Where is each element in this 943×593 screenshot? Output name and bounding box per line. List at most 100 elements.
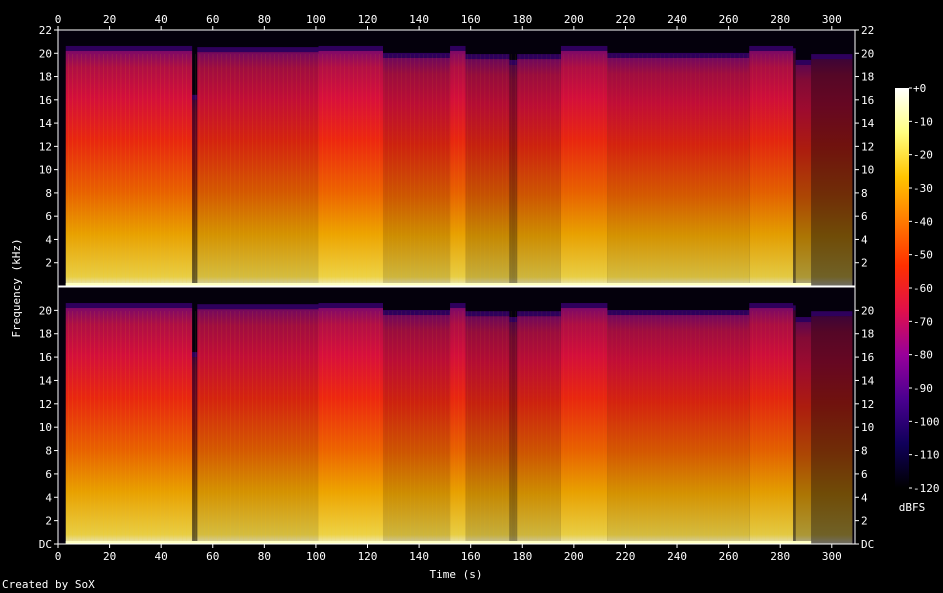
y-tick-label-right: 18 xyxy=(861,328,874,341)
y-tick-label-left: 16 xyxy=(39,351,52,364)
low-frequency-energy xyxy=(65,541,812,544)
y-tick-label-right: 2 xyxy=(861,515,868,528)
y-tick-label-left: 4 xyxy=(45,233,52,246)
colorbar-tick-label: -20 xyxy=(913,149,933,162)
y-tick-label-left: 20 xyxy=(39,304,52,317)
x-tick-label-bottom: 40 xyxy=(155,550,168,563)
spectrum-segment xyxy=(197,304,319,544)
spectrum-segment xyxy=(318,303,383,544)
y-tick-label-right: 12 xyxy=(861,140,874,153)
colorbar-tick-label: -30 xyxy=(913,182,933,195)
spectrum-segment xyxy=(749,45,794,287)
spectrum-segment xyxy=(465,311,510,544)
spectrum-segment xyxy=(382,310,451,544)
y-tick-label-right: 12 xyxy=(861,398,874,411)
y-tick-label-right: 10 xyxy=(861,164,874,177)
colorbar-tick-label: -100 xyxy=(913,415,940,428)
spectrum-segment xyxy=(192,352,198,544)
x-tick-label-top: 240 xyxy=(667,13,687,26)
y-tick-label-left: 14 xyxy=(39,117,53,130)
spectrum-segment xyxy=(382,52,451,286)
x-tick-label-top: 220 xyxy=(616,13,636,26)
spectrum-segment xyxy=(318,45,383,287)
y-tick-label-right: DC xyxy=(861,538,874,551)
created-by-credit: Created by SoX xyxy=(2,578,95,591)
y-tick-label-left: 4 xyxy=(45,491,52,504)
y-tick-label-right: 4 xyxy=(861,233,868,246)
y-tick-label-right: 16 xyxy=(861,351,874,364)
y-tick-label-left: 14 xyxy=(39,374,53,387)
spectrum-segment xyxy=(607,310,750,544)
colorbar-gradient xyxy=(895,88,909,488)
y-tick-label-left: 18 xyxy=(39,328,52,341)
colorbar-label: dBFS xyxy=(899,501,926,514)
x-tick-label-top: 20 xyxy=(103,13,116,26)
y-axis-label: Frequency (kHz) xyxy=(10,238,23,337)
x-tick-label-top: 300 xyxy=(822,13,842,26)
spectrum-segment xyxy=(192,94,198,287)
channel-2-frame xyxy=(57,286,856,545)
y-tick-label-right: 8 xyxy=(861,445,868,458)
x-tick-label-bottom: 240 xyxy=(667,550,687,563)
spectrum-segment xyxy=(749,303,794,544)
x-tick-label-top: 180 xyxy=(512,13,532,26)
y-tick-label-right: 2 xyxy=(861,257,868,270)
channel-1-spectrogram xyxy=(57,29,856,287)
y-tick-label-left: 2 xyxy=(45,257,52,270)
y-tick-label-right: 20 xyxy=(861,47,874,60)
x-tick-label-bottom: 0 xyxy=(55,550,62,563)
x-tick-label-bottom: 160 xyxy=(461,550,481,563)
y-tick-label-right: 8 xyxy=(861,187,868,200)
y-tick-label-right: 6 xyxy=(861,468,868,481)
x-tick-label-top: 200 xyxy=(564,13,584,26)
colorbar-tick-label: -50 xyxy=(913,249,933,262)
colorbar: +0 -10 -20 -30 -40 -50 -60 -70 -80 -90 -100 -110 -12… xyxy=(895,82,940,495)
y-tick-label-left: 16 xyxy=(39,94,52,107)
spectrum-segment xyxy=(65,303,193,544)
x-tick-label-top: 280 xyxy=(770,13,790,26)
channel-2-spectrogram xyxy=(57,286,856,545)
y-tick-label-left: 6 xyxy=(45,468,52,481)
spectrum-segment xyxy=(793,305,796,544)
y-tick-label-left: 6 xyxy=(45,210,52,223)
spectral-striations xyxy=(68,54,793,286)
y-tick-label-left: 20 xyxy=(39,47,52,60)
y-tick-label-right: 14 xyxy=(861,374,875,387)
colorbar-tick-label: -10 xyxy=(913,115,933,128)
y-tick-label-right: 16 xyxy=(861,94,874,107)
y-tick-label-left: 8 xyxy=(45,187,52,200)
y-tick-label-left: 10 xyxy=(39,421,52,434)
x-tick-label-top: 120 xyxy=(358,13,378,26)
colorbar-tick-label: -90 xyxy=(913,382,933,395)
spectrum-segment xyxy=(560,303,608,544)
x-tick-label-top: 100 xyxy=(306,13,326,26)
spectrum-segment xyxy=(811,54,853,286)
x-axis-label: Time (s) xyxy=(430,568,483,581)
x-tick-label-top: 260 xyxy=(719,13,739,26)
x-tick-label-top: 140 xyxy=(409,13,429,26)
spectrum-segment xyxy=(517,54,561,286)
x-tick-label-top: 60 xyxy=(206,13,219,26)
y-tick-label-left: 12 xyxy=(39,398,52,411)
spectrum-segment xyxy=(795,59,812,286)
y-tick-label-left: 22 xyxy=(39,24,52,37)
y-tick-label-left: 8 xyxy=(45,445,52,458)
y-tick-label-left: 18 xyxy=(39,71,52,84)
colorbar-tick-label: -110 xyxy=(913,449,940,462)
x-tick-label-bottom: 60 xyxy=(206,550,219,563)
y-tick-label-right: 10 xyxy=(861,421,874,434)
colorbar-tick-label: -120 xyxy=(913,482,940,495)
spectrum-segment xyxy=(560,45,608,287)
x-tick-label-bottom: 120 xyxy=(358,550,378,563)
y-tick-label-left: DC xyxy=(39,538,52,551)
low-frequency-energy xyxy=(65,283,812,286)
x-tick-label-top: 80 xyxy=(258,13,271,26)
x-tick-label-top: 40 xyxy=(155,13,168,26)
x-tick-label-top: 160 xyxy=(461,13,481,26)
x-tick-label-bottom: 140 xyxy=(409,550,429,563)
x-tick-label-bottom: 200 xyxy=(564,550,584,563)
spectrum-segment xyxy=(465,54,510,286)
x-tick-label-bottom: 80 xyxy=(258,550,271,563)
